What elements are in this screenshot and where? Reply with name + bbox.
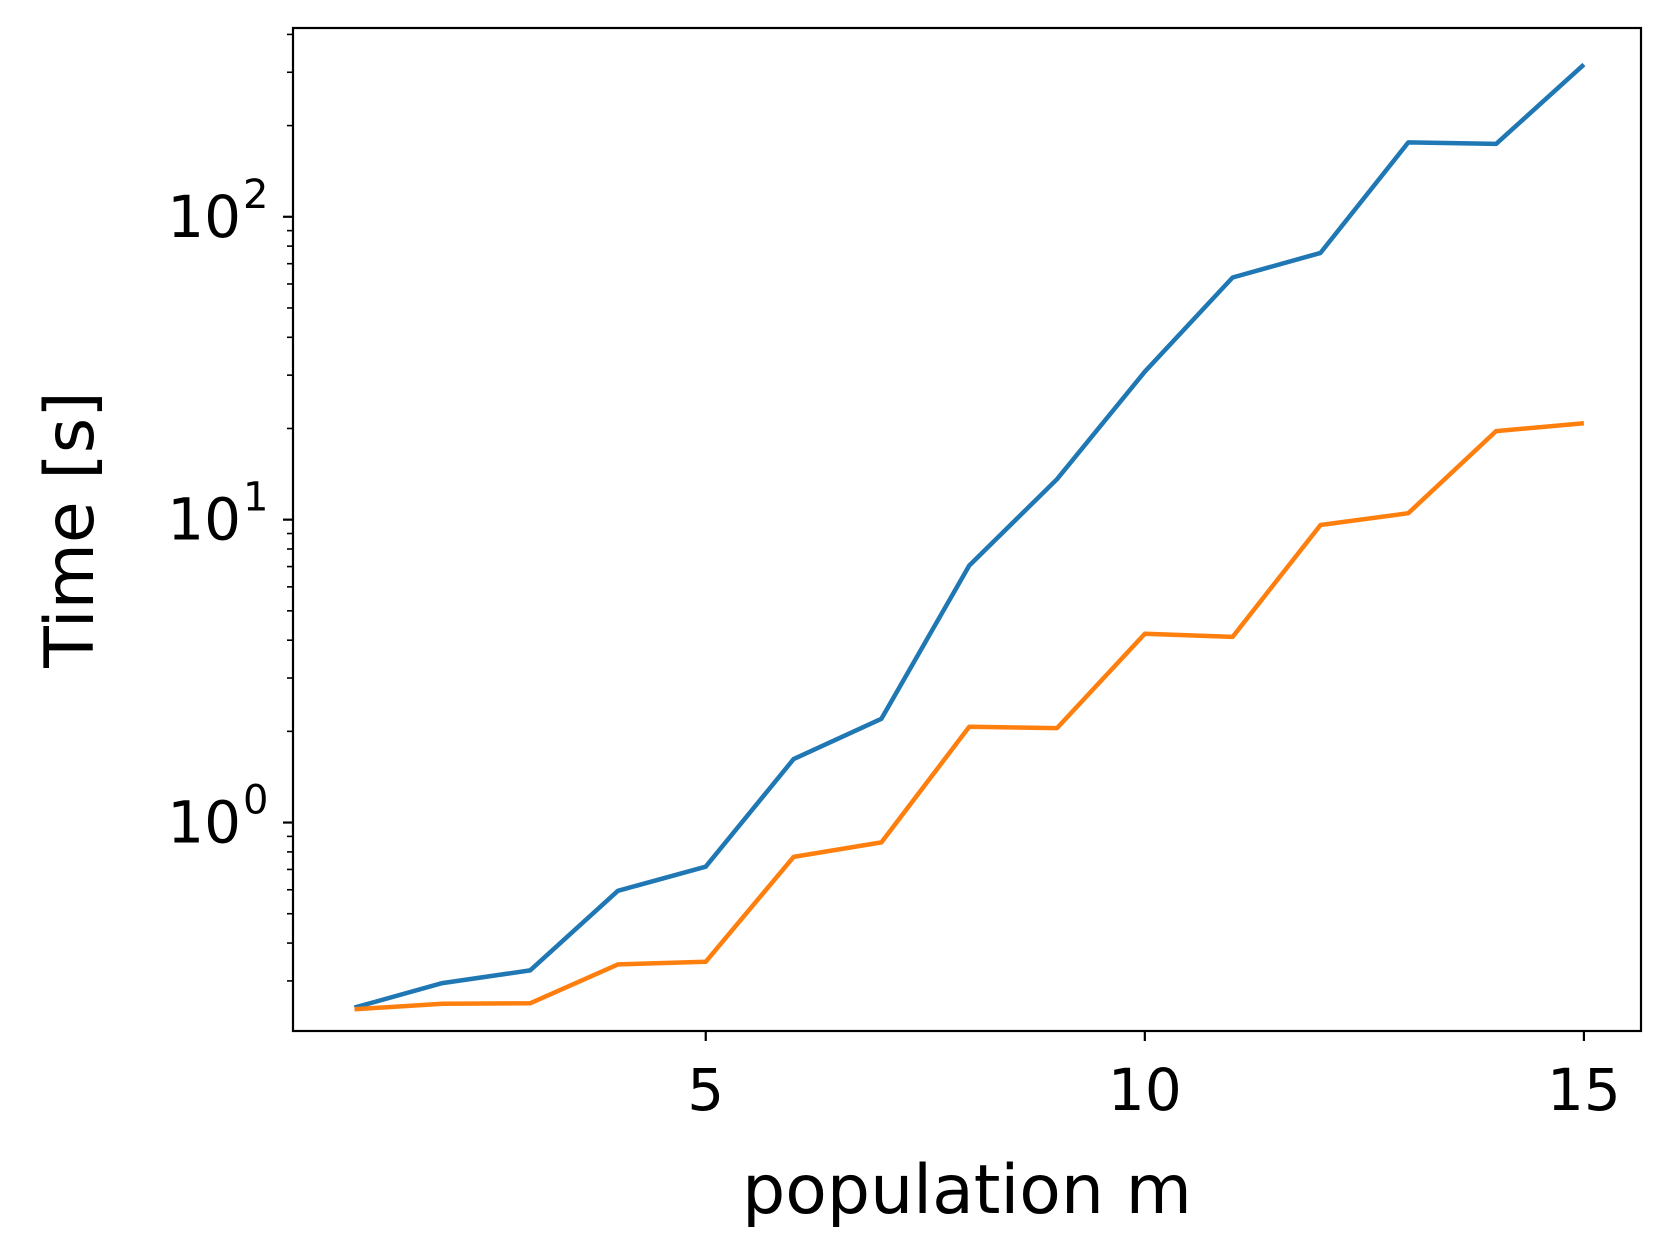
plot-frame bbox=[291, 26, 1643, 1033]
y-tick-exponent: 2 bbox=[243, 172, 268, 218]
y-axis-label: Time [s] bbox=[31, 391, 110, 669]
y-tick-label: 10 bbox=[167, 486, 241, 554]
x-tick-label: 15 bbox=[1547, 1056, 1621, 1124]
series-line-2 bbox=[354, 421, 1585, 1012]
series-layer bbox=[353, 62, 1586, 1012]
x-axis-label: population m bbox=[742, 1151, 1192, 1230]
x-ticks: 5 10 15 bbox=[687, 1031, 1621, 1124]
x-tick-label: 10 bbox=[1108, 1056, 1182, 1124]
y-tick-label: 10 bbox=[167, 789, 241, 857]
x-tick-label: 5 bbox=[687, 1056, 724, 1124]
y-tick-exponent: 1 bbox=[243, 475, 268, 521]
y-tick-label: 10 bbox=[167, 183, 241, 251]
series-line-1 bbox=[353, 62, 1586, 1010]
y-tick-exponent: 0 bbox=[243, 778, 268, 824]
